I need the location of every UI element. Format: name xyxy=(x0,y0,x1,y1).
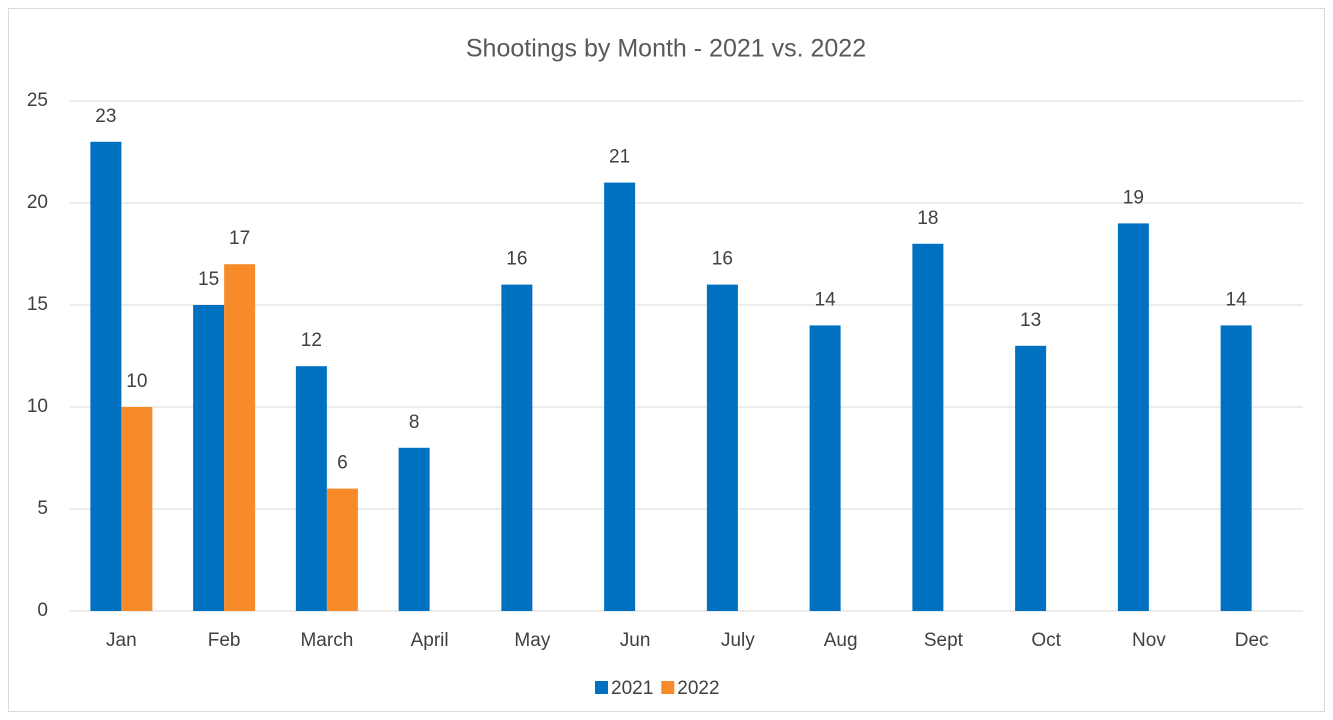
bar xyxy=(809,325,841,611)
y-tick-label: 0 xyxy=(37,600,48,621)
bar xyxy=(604,182,636,611)
legend-swatch xyxy=(661,681,675,694)
x-tick-label: Jan xyxy=(106,630,137,651)
bar xyxy=(912,243,944,612)
x-tick-label: Aug xyxy=(824,630,858,651)
data-label: 21 xyxy=(609,147,630,168)
bar xyxy=(706,284,738,611)
legend-swatch xyxy=(595,681,608,694)
data-label: 18 xyxy=(917,208,938,229)
data-label: 19 xyxy=(1123,187,1144,208)
x-tick-label: July xyxy=(721,630,755,651)
legend-label: 2022 xyxy=(677,678,719,699)
data-label: 17 xyxy=(229,228,250,249)
bar xyxy=(501,284,533,611)
data-label: 10 xyxy=(126,371,147,392)
bar xyxy=(1117,223,1149,611)
bar xyxy=(90,141,122,612)
x-tick-label: March xyxy=(300,630,353,651)
x-tick-label: Sept xyxy=(924,630,964,651)
data-label: 14 xyxy=(1226,289,1248,310)
data-label: 12 xyxy=(301,330,322,351)
bar xyxy=(295,366,327,611)
data-label: 15 xyxy=(198,269,219,290)
data-label: 8 xyxy=(409,412,420,433)
data-label: 16 xyxy=(712,249,733,270)
y-tick-label: 10 xyxy=(27,396,48,417)
data-label: 13 xyxy=(1020,310,1041,331)
bar xyxy=(224,264,256,611)
bar xyxy=(121,407,153,611)
y-tick-label: 25 xyxy=(27,90,48,111)
data-label: 16 xyxy=(506,249,527,270)
bar xyxy=(326,488,358,611)
bar xyxy=(193,305,225,611)
y-tick-label: 5 xyxy=(37,498,48,519)
x-tick-label: Dec xyxy=(1235,630,1269,651)
y-tick-label: 15 xyxy=(27,294,48,315)
bar xyxy=(1220,325,1252,611)
x-tick-label: April xyxy=(411,630,449,651)
data-label: 23 xyxy=(95,106,116,127)
data-label: 14 xyxy=(815,289,837,310)
bar xyxy=(398,447,430,611)
chart-title: Shootings by Month - 2021 vs. 2022 xyxy=(466,35,866,63)
data-label: 6 xyxy=(337,453,348,474)
legend-label: 2021 xyxy=(611,678,653,699)
x-tick-label: May xyxy=(514,630,550,651)
bar xyxy=(1015,345,1047,611)
x-tick-label: Feb xyxy=(208,630,241,651)
y-tick-label: 20 xyxy=(27,192,48,213)
x-tick-label: Jun xyxy=(620,630,651,651)
x-tick-label: Nov xyxy=(1132,630,1166,651)
x-tick-label: Oct xyxy=(1031,630,1061,651)
